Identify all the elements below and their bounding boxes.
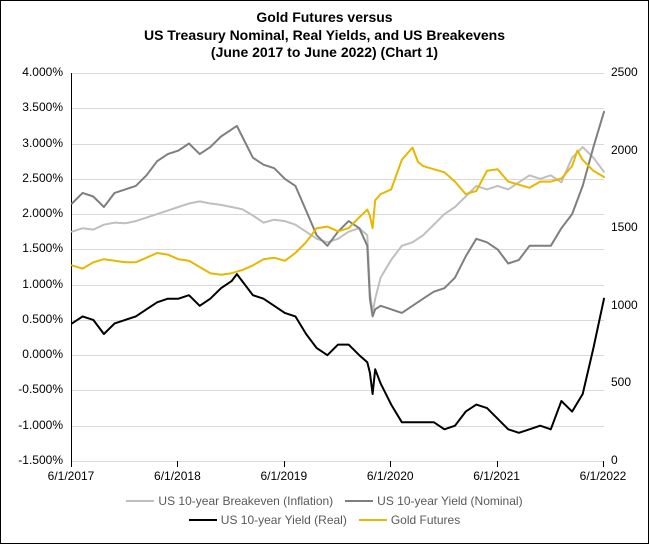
title-line-1: Gold Futures versus bbox=[1, 9, 648, 27]
x-tick: 6/1/2020 bbox=[355, 469, 425, 483]
x-tick: 6/1/2022 bbox=[568, 469, 638, 483]
y-right-tick: 1500 bbox=[611, 220, 638, 234]
title-line-3: (June 2017 to June 2022) (Chart 1) bbox=[1, 44, 648, 62]
legend-row: US 10-year Breakeven (Inflation) US 10-ye… bbox=[1, 491, 648, 508]
y-right-tick: 2000 bbox=[611, 143, 638, 157]
x-tick-mark bbox=[390, 461, 391, 467]
plot-area bbox=[71, 73, 604, 462]
gridline bbox=[72, 461, 604, 462]
legend-swatch bbox=[345, 500, 373, 502]
legend-item-breakeven: US 10-year Breakeven (Inflation) bbox=[126, 494, 333, 508]
series-breakeven bbox=[72, 147, 604, 313]
legend-swatch bbox=[359, 519, 387, 521]
legend-label: Gold Futures bbox=[391, 513, 460, 527]
legend-swatch bbox=[189, 519, 217, 521]
y-right-tick: 1000 bbox=[611, 298, 638, 312]
x-tick-mark bbox=[177, 461, 178, 467]
title-line-2: US Treasury Nominal, Real Yields, and US… bbox=[1, 27, 648, 45]
chart-title: Gold Futures versus US Treasury Nominal,… bbox=[1, 9, 648, 62]
series-real bbox=[72, 274, 604, 433]
x-tick: 6/1/2018 bbox=[142, 469, 212, 483]
series-nominal bbox=[72, 112, 604, 317]
x-tick: 6/1/2019 bbox=[249, 469, 319, 483]
x-tick-mark bbox=[284, 461, 285, 467]
series-layer bbox=[72, 73, 604, 461]
legend-label: US 10-year Yield (Real) bbox=[221, 513, 347, 527]
legend-row: US 10-year Yield (Real) Gold Futures bbox=[1, 510, 648, 527]
x-tick: 6/1/2021 bbox=[462, 469, 532, 483]
legend-item-nominal: US 10-year Yield (Nominal) bbox=[345, 494, 522, 508]
legend-label: US 10-year Yield (Nominal) bbox=[377, 494, 522, 508]
legend-swatch bbox=[126, 500, 154, 502]
legend-item-gold: Gold Futures bbox=[359, 513, 460, 527]
y-right-tick: 2500 bbox=[611, 65, 638, 79]
legend-item-real: US 10-year Yield (Real) bbox=[189, 513, 347, 527]
chart-figure: Gold Futures versus US Treasury Nominal,… bbox=[0, 0, 649, 544]
legend-label: US 10-year Breakeven (Inflation) bbox=[158, 494, 333, 508]
y-right-tick: 0 bbox=[611, 453, 618, 467]
y-right-tick: 500 bbox=[611, 375, 631, 389]
x-tick-mark bbox=[497, 461, 498, 467]
x-tick: 6/1/2017 bbox=[36, 469, 106, 483]
legend: US 10-year Breakeven (Inflation) US 10-ye… bbox=[1, 489, 648, 527]
x-tick-mark bbox=[603, 461, 604, 467]
x-tick-mark bbox=[71, 461, 72, 467]
